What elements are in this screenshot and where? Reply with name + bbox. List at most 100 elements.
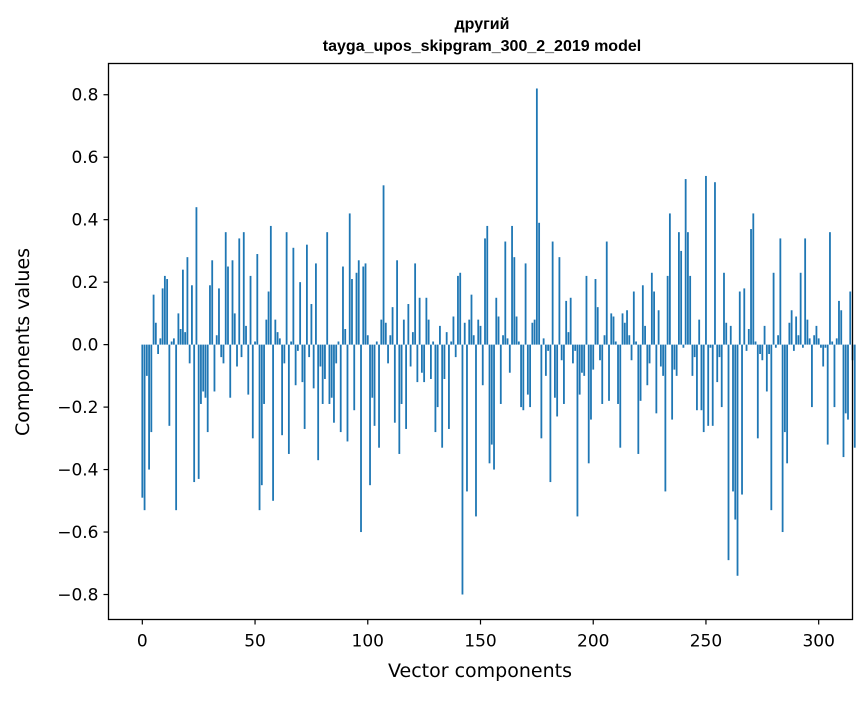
bar-194 (578, 344, 581, 395)
bar-177 (540, 344, 543, 439)
bar-107 (382, 185, 385, 345)
bar-244 (691, 344, 694, 376)
bar-217 (630, 344, 633, 361)
bar-92 (348, 213, 351, 345)
x-tick-label: 100 (352, 632, 384, 652)
bar-176 (538, 222, 541, 345)
bar-231 (662, 344, 665, 376)
bar-70 (299, 282, 302, 345)
bar-54 (263, 344, 265, 404)
bar-118 (407, 304, 410, 345)
bar-124 (420, 344, 423, 373)
bar-48 (249, 275, 252, 345)
bar-220 (637, 344, 640, 454)
bar-250 (705, 175, 707, 345)
bar-298 (813, 335, 816, 345)
bar-190 (569, 297, 572, 345)
bar-225 (648, 344, 651, 364)
x-axis-ticks: 0 50 100 150 200 250 300 (137, 619, 835, 652)
bar-229 (657, 310, 660, 345)
bar-199 (590, 344, 592, 420)
bar-35 (220, 344, 223, 358)
bar-37 (224, 232, 227, 345)
bar-83 (328, 344, 331, 404)
bar-185 (558, 257, 561, 345)
bar-276 (763, 325, 766, 345)
bar-156 (493, 344, 495, 470)
bar-18 (182, 269, 184, 345)
bar-146 (470, 294, 473, 345)
bar-182 (551, 241, 554, 345)
bar-134 (443, 344, 446, 379)
bar-46 (245, 325, 247, 345)
bar-152 (484, 238, 486, 345)
x-tick-label: 200 (577, 632, 609, 652)
bar-214 (623, 322, 626, 345)
bar-138 (452, 316, 455, 345)
bar-223 (644, 325, 646, 345)
bar-236 (673, 344, 676, 370)
bar-82 (326, 232, 329, 345)
bar-19 (184, 332, 187, 345)
bar-67 (292, 247, 295, 345)
bar-189 (567, 332, 570, 345)
bar-295 (806, 319, 809, 345)
y-axis-label: Components values (12, 248, 34, 436)
y-tick-label: 0.4 (71, 211, 98, 231)
bar-286 (786, 344, 789, 464)
bar-270 (750, 229, 752, 345)
bar-96 (357, 260, 360, 345)
bar-174 (533, 319, 536, 345)
bar-243 (689, 275, 692, 345)
bar-88 (339, 344, 342, 433)
bar-281 (774, 344, 777, 348)
bar-7 (157, 344, 159, 354)
bar-266 (741, 344, 743, 495)
bar-38 (227, 266, 229, 345)
bar-196 (583, 344, 586, 376)
bar-294 (804, 238, 807, 345)
bar-26 (200, 344, 202, 404)
bar-186 (560, 344, 563, 361)
bar-268 (745, 344, 748, 351)
bar-72 (303, 344, 306, 429)
bar-311 (842, 344, 845, 458)
bar-76 (312, 344, 315, 389)
bar-141 (459, 272, 462, 345)
bar-230 (659, 344, 662, 367)
bar-123 (418, 297, 421, 345)
y-tick-label: 0.0 (71, 336, 98, 356)
bar-257 (720, 344, 723, 408)
bar-180 (547, 344, 550, 351)
bar-6 (154, 322, 157, 345)
bar-36 (222, 344, 225, 364)
bar-239 (680, 250, 683, 345)
bar-71 (301, 344, 304, 383)
bar-117 (405, 344, 407, 429)
bar-55 (265, 319, 268, 345)
bar-41 (233, 313, 236, 345)
bar-115 (400, 344, 403, 404)
bar-43 (238, 238, 241, 345)
bar-271 (752, 213, 755, 345)
bar-308 (835, 338, 838, 345)
bar-261 (729, 325, 732, 345)
bar-153 (486, 225, 489, 345)
bar-25 (197, 344, 200, 479)
bar-45 (242, 232, 245, 345)
bar-29 (206, 344, 209, 433)
x-axis-label: Vector components (388, 660, 572, 682)
bar-160 (502, 335, 504, 345)
bar-68 (294, 344, 297, 386)
bar-183 (554, 344, 556, 398)
bar-56 (267, 291, 270, 345)
bar-249 (702, 344, 705, 433)
bar-167 (517, 341, 520, 345)
bar-78 (317, 344, 320, 461)
bar-57 (269, 225, 272, 345)
bar-112 (393, 344, 396, 423)
chart-title-line1: другий (455, 16, 510, 33)
bar-42 (236, 344, 238, 367)
bar-224 (646, 344, 649, 386)
